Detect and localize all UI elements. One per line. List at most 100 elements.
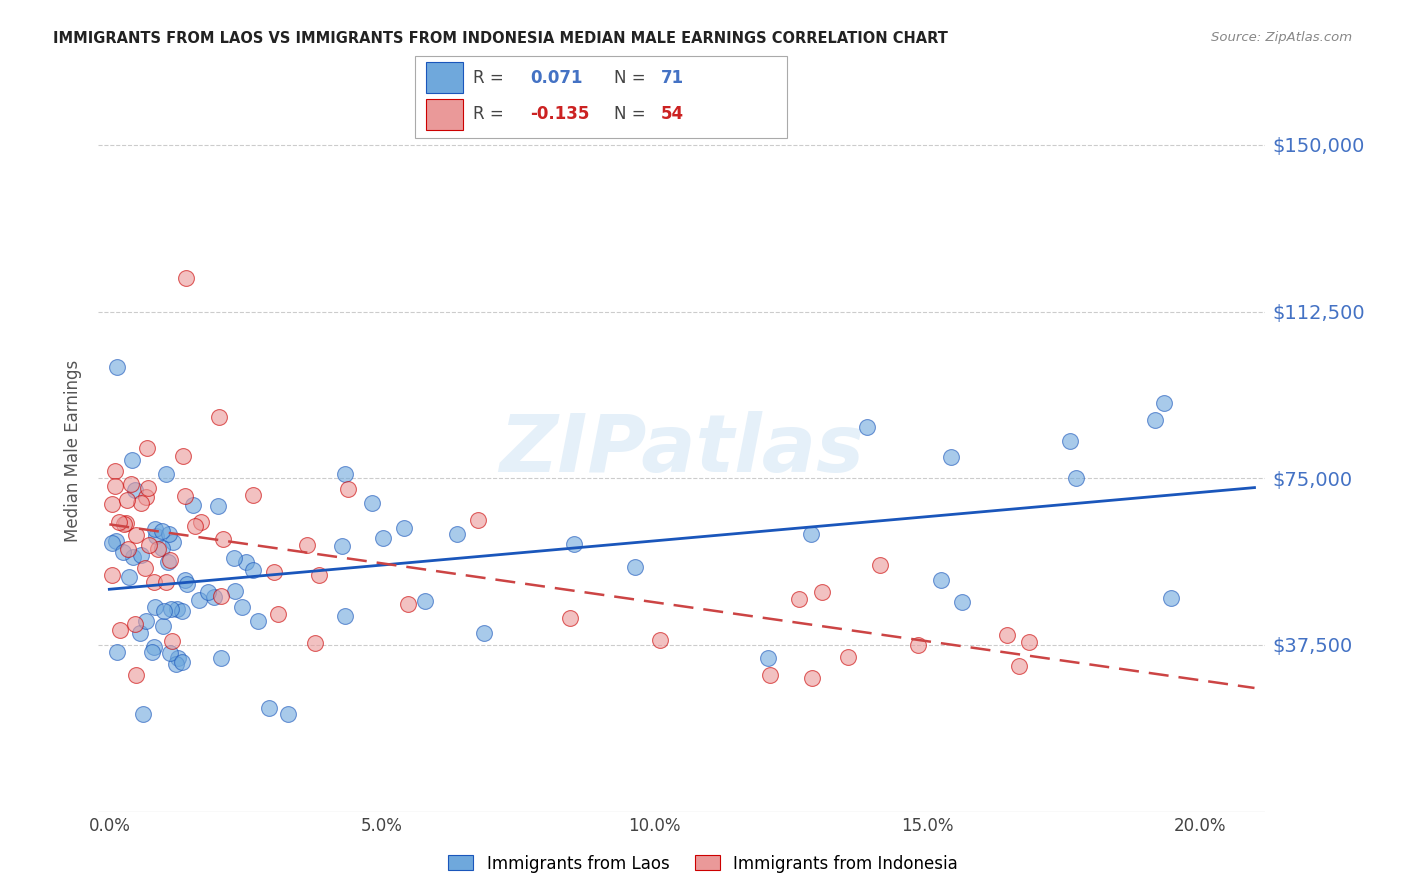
Point: [330, 539, 353, 553]
Point: [176, 577, 198, 591]
Point: [101, 535, 124, 549]
Point: [157, 527, 180, 541]
Point: [242, 563, 264, 577]
Point: [112, 517, 135, 532]
Point: [143, 600, 166, 615]
Point: [800, 671, 823, 685]
Text: 71: 71: [661, 69, 683, 87]
Point: [929, 573, 952, 587]
Point: [950, 595, 973, 609]
Point: [174, 489, 197, 503]
Point: [166, 602, 188, 616]
Point: [995, 628, 1018, 642]
Point: [129, 549, 152, 563]
Point: [235, 555, 257, 569]
Point: [941, 450, 963, 464]
Legend: Immigrants from Laos, Immigrants from Indonesia: Immigrants from Laos, Immigrants from In…: [441, 848, 965, 880]
Point: [855, 419, 877, 434]
Point: [756, 650, 779, 665]
Point: [101, 497, 124, 511]
Point: [207, 410, 229, 425]
Point: [1018, 635, 1040, 649]
Point: [114, 516, 136, 531]
Point: [170, 655, 193, 669]
Text: IMMIGRANTS FROM LAOS VS IMMIGRANTS FROM INDONESIA MEDIAN MALE EARNINGS CORRELATI: IMMIGRANTS FROM LAOS VS IMMIGRANTS FROM …: [53, 31, 948, 46]
Point: [837, 649, 859, 664]
Point: [184, 518, 207, 533]
Point: [231, 599, 253, 614]
Point: [155, 575, 177, 590]
Point: [174, 271, 197, 285]
Point: [648, 633, 671, 648]
Point: [246, 614, 269, 628]
Point: [166, 651, 188, 665]
Point: [188, 592, 211, 607]
Point: [267, 607, 290, 621]
Text: 0.071: 0.071: [530, 69, 582, 87]
Point: [759, 668, 782, 682]
Point: [373, 531, 395, 545]
Point: [562, 537, 585, 551]
Point: [304, 636, 326, 650]
Point: [157, 555, 180, 569]
Point: [115, 492, 138, 507]
Point: [787, 591, 810, 606]
Point: [141, 645, 163, 659]
Point: [277, 706, 299, 721]
Point: [153, 604, 176, 618]
Point: [415, 594, 437, 608]
Point: [174, 573, 197, 587]
Point: [120, 477, 142, 491]
Point: [131, 706, 153, 721]
Point: [811, 584, 834, 599]
Point: [337, 482, 360, 496]
Point: [124, 617, 146, 632]
Point: [623, 560, 645, 574]
Point: [224, 583, 246, 598]
Point: [148, 541, 170, 556]
Point: [159, 553, 181, 567]
Point: [1059, 434, 1081, 448]
Point: [129, 625, 152, 640]
Point: [257, 701, 280, 715]
Y-axis label: Median Male Earnings: Median Male Earnings: [63, 359, 82, 541]
Text: R =: R =: [472, 105, 509, 123]
Point: [118, 570, 141, 584]
Point: [136, 481, 159, 495]
Point: [392, 521, 415, 535]
Point: [143, 640, 166, 655]
Point: [124, 483, 146, 497]
Point: [108, 623, 131, 637]
Text: Source: ZipAtlas.com: Source: ZipAtlas.com: [1212, 31, 1353, 45]
Text: N =: N =: [614, 105, 651, 123]
Text: N =: N =: [614, 69, 651, 87]
Bar: [426, 62, 463, 93]
Point: [107, 515, 129, 529]
Point: [181, 498, 204, 512]
Point: [190, 515, 212, 529]
Point: [467, 513, 489, 527]
Point: [1143, 413, 1166, 427]
Point: [197, 585, 219, 599]
Point: [170, 604, 193, 618]
Point: [907, 638, 929, 652]
Point: [152, 619, 174, 633]
Point: [125, 527, 148, 541]
Point: [112, 544, 135, 558]
Point: [204, 591, 226, 605]
Point: [560, 611, 582, 625]
Point: [1160, 591, 1182, 605]
Point: [160, 602, 183, 616]
Point: [209, 589, 232, 603]
Point: [207, 500, 229, 514]
Point: [800, 527, 823, 541]
Point: [105, 645, 128, 659]
Point: [263, 565, 285, 579]
Point: [138, 538, 160, 552]
Point: [121, 453, 143, 467]
Point: [396, 597, 419, 611]
Point: [125, 668, 148, 682]
Point: [134, 561, 156, 575]
Point: [135, 614, 157, 628]
Point: [143, 522, 166, 536]
